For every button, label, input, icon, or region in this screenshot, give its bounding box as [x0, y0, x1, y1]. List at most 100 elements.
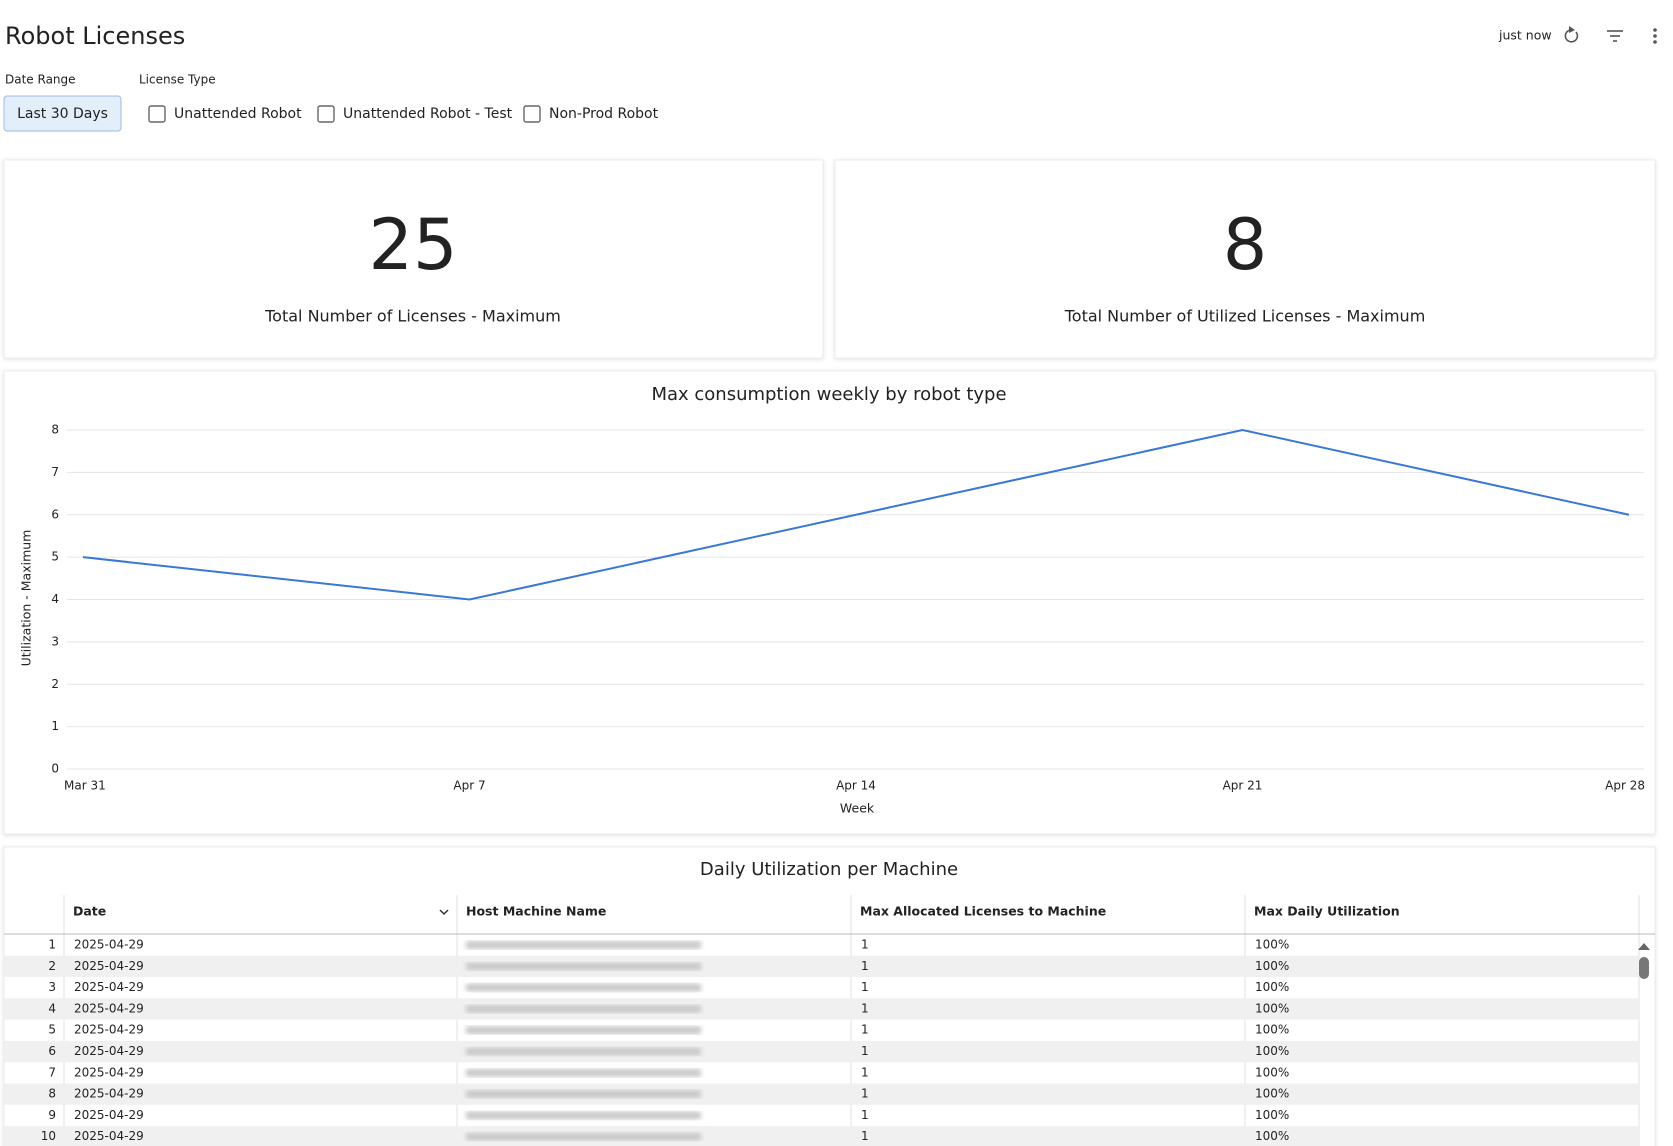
x-tick-label: Mar 31 — [64, 779, 106, 793]
column-header: Date — [73, 904, 106, 919]
y-tick-label: 7 — [51, 465, 59, 479]
cell: 2025-04-29 — [74, 1108, 144, 1122]
cell: 100% — [1255, 1087, 1289, 1101]
cell: 2025-04-29 — [74, 1001, 144, 1015]
page-title: Robot Licenses — [5, 22, 185, 50]
cell: 2025-04-29 — [74, 959, 144, 973]
row-index: 6 — [48, 1044, 56, 1058]
cell: 100% — [1255, 1065, 1289, 1079]
sort-icon — [439, 909, 449, 916]
checkbox[interactable] — [523, 105, 541, 123]
cell: 1 — [861, 1087, 869, 1101]
cell: 1 — [861, 1023, 869, 1037]
y-axis-label: Utilization - Maximum — [19, 530, 34, 667]
cell: 1 — [861, 1108, 869, 1122]
cell: 1 — [861, 938, 869, 952]
date-range-button[interactable] — [3, 95, 122, 132]
blurred-host — [466, 962, 701, 971]
cell: 2025-04-29 — [74, 1065, 144, 1079]
row-stripe — [4, 955, 1639, 977]
y-tick-label: 4 — [51, 592, 59, 606]
cell: 100% — [1255, 1108, 1289, 1122]
checkbox-label: Unattended Robot — [174, 106, 302, 122]
cell: 2025-04-29 — [74, 980, 144, 994]
blurred-host — [466, 983, 701, 992]
kpi-label: Total Number of Utilized Licenses - Maxi… — [1064, 307, 1426, 326]
cell: 1 — [861, 1001, 869, 1015]
row-index: 7 — [48, 1065, 56, 1079]
blurred-host — [466, 1004, 701, 1013]
refresh-icon[interactable] — [1564, 26, 1579, 43]
x-tick-label: Apr 14 — [836, 779, 876, 793]
more-icon[interactable] — [1653, 28, 1657, 44]
row-index: 8 — [48, 1087, 56, 1101]
row-index: 2 — [48, 959, 56, 973]
x-tick-label: Apr 7 — [453, 779, 485, 793]
column-header: Max Allocated Licenses to Machine — [860, 904, 1106, 919]
blurred-host — [466, 1068, 701, 1077]
y-tick-label: 8 — [51, 423, 59, 437]
row-stripe — [4, 998, 1639, 1020]
scroll-up[interactable] — [1638, 943, 1650, 950]
blurred-host — [466, 1026, 701, 1035]
blurred-host — [466, 1090, 701, 1099]
kpi-label: Total Number of Licenses - Maximum — [264, 307, 561, 326]
row-index: 3 — [48, 980, 56, 994]
row-index: 1 — [48, 938, 56, 952]
cell: 100% — [1255, 980, 1289, 994]
cell: 100% — [1255, 1001, 1289, 1015]
cell: 1 — [861, 959, 869, 973]
y-tick-label: 1 — [51, 719, 59, 733]
y-tick-label: 3 — [51, 634, 59, 648]
chart-title: Max consumption weekly by robot type — [651, 384, 1006, 405]
x-axis-label: Week — [840, 801, 875, 816]
checkbox[interactable] — [317, 105, 335, 123]
refresh-time: just now — [1498, 28, 1552, 43]
kpi-value: 25 — [368, 204, 457, 286]
data-line — [82, 428, 1630, 601]
blurred-host — [466, 1111, 701, 1120]
blurred-host — [466, 1047, 701, 1056]
scroll-thumb[interactable] — [1639, 957, 1649, 979]
cell: 1 — [861, 1065, 869, 1079]
blurred-host — [466, 1132, 701, 1141]
y-tick-label: 0 — [51, 762, 59, 776]
column-header: Host Machine Name — [466, 904, 606, 919]
cell: 100% — [1255, 938, 1289, 952]
row-stripe — [4, 1083, 1639, 1105]
row-index: 10 — [41, 1129, 56, 1143]
cell: 1 — [861, 1129, 869, 1143]
cell: 2025-04-29 — [74, 1023, 144, 1037]
cell: 1 — [861, 1044, 869, 1058]
checkbox-label: Non-Prod Robot — [549, 106, 659, 122]
row-stripe — [4, 1040, 1639, 1063]
x-tick-label: Apr 21 — [1223, 779, 1263, 793]
cell: 100% — [1255, 1044, 1289, 1058]
cell: 1 — [861, 980, 869, 994]
row-index: 4 — [48, 1001, 56, 1015]
table-title: Daily Utilization per Machine — [700, 859, 958, 880]
cell: 100% — [1255, 959, 1289, 973]
cell: 2025-04-29 — [74, 938, 144, 952]
filter-label: Date Range — [5, 73, 76, 87]
checkbox[interactable] — [148, 105, 166, 123]
row-index: 5 — [48, 1023, 56, 1037]
kpi-value: 8 — [1223, 204, 1268, 286]
column-header: Max Daily Utilization — [1254, 904, 1400, 919]
cell: 2025-04-29 — [74, 1087, 144, 1101]
cell: 100% — [1255, 1129, 1289, 1143]
row-stripe — [4, 1126, 1639, 1146]
blurred-host — [466, 941, 701, 949]
kpi-card — [3, 159, 824, 359]
filter-label: License Type — [139, 73, 216, 87]
cell: 100% — [1255, 1023, 1289, 1037]
x-tick-label: Apr 28 — [1605, 779, 1645, 793]
cell: 2025-04-29 — [74, 1129, 144, 1143]
y-tick-label: 5 — [51, 550, 59, 564]
filter-icon[interactable] — [1607, 30, 1623, 42]
chart-card — [3, 370, 1656, 835]
y-tick-label: 6 — [51, 507, 59, 521]
kpi-card — [834, 159, 1656, 359]
row-index: 9 — [48, 1108, 56, 1122]
